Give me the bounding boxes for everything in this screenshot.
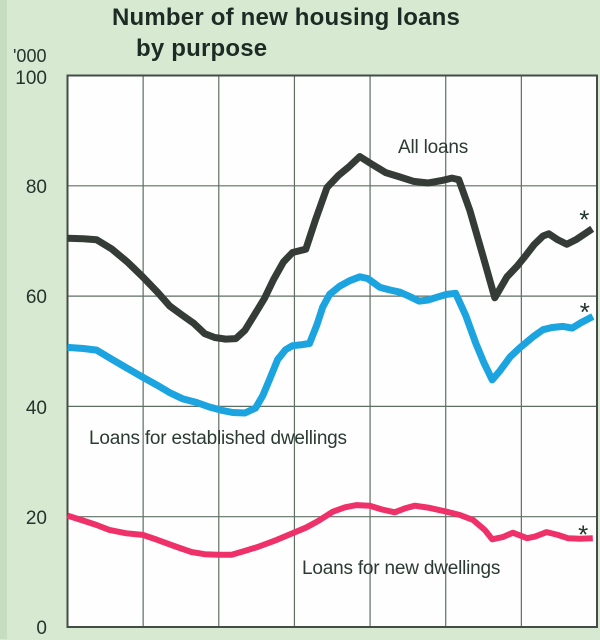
series-line (66, 502, 593, 558)
y-axis-unit-label: '000 (13, 46, 47, 66)
series-label-new-dwellings: Loans for new dwellings (302, 558, 501, 579)
series-label-established-dwellings: Loans for established dwellings (89, 428, 347, 449)
series-line (67, 153, 595, 343)
plot-border (66, 74, 598, 628)
series-label-all-loans: All loans (398, 137, 469, 158)
y-tick-60: 60 (25, 287, 47, 308)
y-tick-100: 100 (15, 68, 47, 89)
latest-observation-asterisk: * (579, 204, 589, 234)
y-tick-20: 20 (25, 508, 47, 529)
chart-title: Number of new housing loans by purpose (112, 2, 460, 64)
series-line (67, 273, 595, 417)
y-tick-0: 0 (36, 618, 47, 639)
latest-observation-asterisk: * (578, 519, 588, 549)
y-tick-40: 40 (25, 398, 47, 419)
y-tick-80: 80 (25, 177, 47, 198)
chart-title-line1: Number of new housing loans (112, 4, 461, 31)
latest-observation-asterisk: * (580, 297, 590, 327)
chart-title-line2: by purpose (136, 35, 268, 62)
scan-edge-shading (0, 0, 7, 639)
